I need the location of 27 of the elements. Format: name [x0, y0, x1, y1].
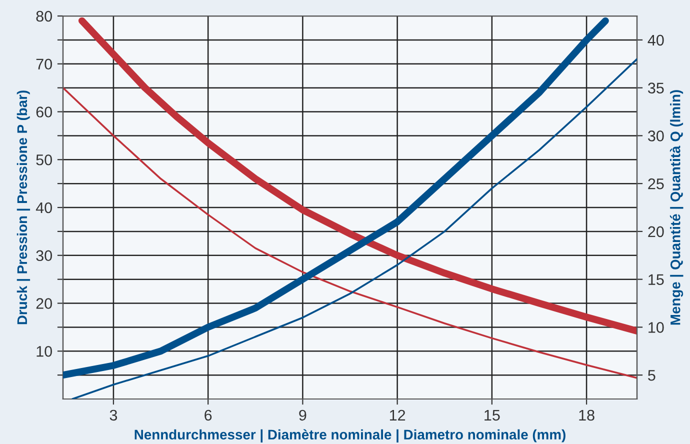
y2-axis-title: Menge | Quantité | Quantità Q (lmin) [670, 90, 684, 325]
x-tick-label: 9 [299, 410, 306, 421]
line-series [72, 58, 637, 399]
x-tick-label: 6 [204, 410, 212, 421]
y-tick-label: 30 [36, 250, 52, 262]
y2-tick-label: 20 [648, 226, 664, 238]
y-tick-label: 60 [36, 106, 52, 118]
y2-tick-label: 10 [648, 322, 664, 333]
line-series [63, 86, 637, 379]
y-tick-label: 40 [36, 202, 52, 214]
y-tick-label: 70 [36, 58, 52, 70]
y2-tick-label: 5 [648, 370, 656, 381]
y2-tick-label: 25 [648, 178, 664, 190]
y-tick-label: 80 [36, 10, 52, 22]
y-tick-label: 50 [36, 154, 52, 166]
y2-tick-label: 40 [648, 34, 664, 46]
y2-tick-label: 30 [648, 130, 664, 142]
y2-tick-label: 35 [648, 82, 664, 94]
y2-tick-label: 15 [648, 274, 664, 285]
x-tick-label: 3 [110, 410, 118, 421]
y-tick-label: 10 [36, 346, 52, 357]
x-tick-label: 15 [484, 410, 500, 421]
x-axis-title: Nenndurchmesser | Diamètre nominale | Diametro nominale (mm) [134, 429, 566, 442]
y-axis-title: Druck | Pression | Pressione P (bar) [16, 90, 30, 324]
y-tick-label: 20 [36, 298, 52, 309]
x-tick-label: 18 [579, 410, 594, 421]
x-tick-label: 12 [390, 410, 406, 420]
